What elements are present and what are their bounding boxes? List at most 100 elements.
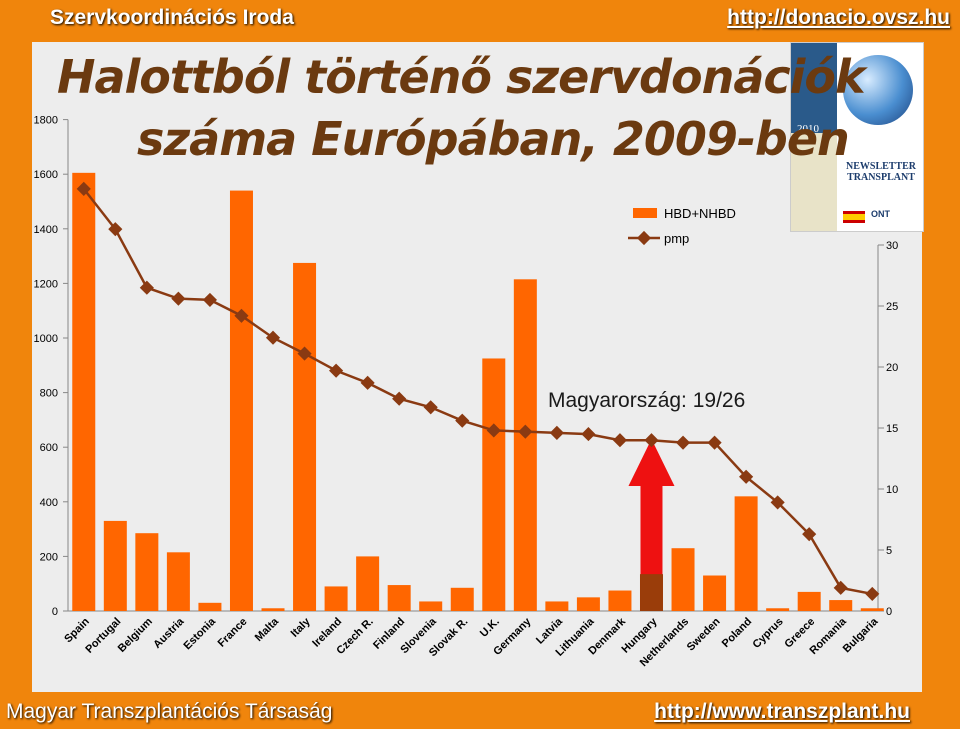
- y-left-tick-label: 0: [52, 606, 58, 618]
- pmp-point: [329, 363, 344, 378]
- page-title-line2: száma Európában, 2009-ben: [137, 112, 850, 166]
- y-right-tick-label: 25: [886, 301, 898, 313]
- pmp-point: [265, 330, 281, 345]
- legend-marker-pmp: [636, 230, 652, 246]
- bar-austria: [166, 552, 190, 611]
- bar-portugal: [103, 520, 127, 611]
- x-tick-label: Estonia: [181, 615, 218, 652]
- newsletter-title: NEWSLETTER TRANSPLANT: [845, 161, 917, 183]
- pmp-point: [549, 425, 564, 440]
- bar-italy: [293, 262, 317, 611]
- donacio-link[interactable]: http://donacio.ovsz.hu: [727, 6, 950, 29]
- x-tick-label: France: [216, 616, 250, 650]
- y-left-tick-label: 800: [40, 388, 58, 400]
- y-right-tick-label: 30: [886, 240, 898, 252]
- pmp-point: [139, 280, 154, 295]
- y-left-tick-label: 1400: [34, 224, 58, 236]
- bar-belgium: [135, 533, 159, 611]
- x-tick-label: Spain: [62, 615, 92, 645]
- bar-romania: [829, 600, 853, 611]
- bar-finland: [387, 585, 411, 611]
- pmp-point: [675, 435, 691, 450]
- y-right-tick-label: 0: [886, 606, 892, 618]
- pmp-point: [833, 580, 848, 595]
- bar-czech-r-: [356, 556, 380, 611]
- pmp-point: [171, 291, 186, 306]
- legend-label-bars: HBD+NHBD: [664, 206, 736, 221]
- top-bar: Szervkoordinációs Iroda http://donacio.o…: [0, 0, 960, 42]
- bar-cyprus: [766, 608, 790, 611]
- x-tick-label: U.K.: [478, 616, 502, 640]
- pmp-point: [423, 400, 438, 415]
- x-tick-label: Sweden: [685, 615, 723, 653]
- footer-org: Magyar Transzplantációs Társaság: [6, 700, 333, 723]
- newsletter-year: 2010: [797, 123, 819, 135]
- x-tick-label: Italy: [289, 615, 314, 640]
- bar-germany: [513, 279, 537, 611]
- pmp-point: [518, 424, 533, 439]
- legend-label-pmp: pmp: [664, 231, 689, 246]
- y-left-tick-label: 1600: [34, 169, 58, 181]
- bar-u-k-: [482, 358, 506, 611]
- y-left-tick-label: 600: [40, 442, 58, 454]
- bar-malta: [261, 608, 285, 611]
- pmp-point: [581, 427, 596, 442]
- bar-spain: [72, 172, 96, 611]
- bar-ireland: [324, 586, 348, 611]
- hungary-arrow-icon: [628, 439, 675, 611]
- pmp-point: [802, 527, 817, 542]
- y-left-tick-label: 400: [40, 497, 58, 509]
- pmp-point: [202, 292, 218, 307]
- globe-icon: [843, 55, 913, 125]
- x-tick-label: Malta: [253, 615, 282, 644]
- bar-france: [229, 190, 253, 611]
- y-right-tick-label: 5: [886, 545, 892, 557]
- bar-greece: [797, 591, 821, 611]
- hungary-annotation: Magyarország: 19/26: [548, 389, 745, 412]
- bar-denmark: [608, 590, 632, 611]
- x-tick-label: Belgium: [116, 615, 155, 654]
- bar-slovenia: [419, 601, 443, 611]
- y-left-tick-label: 1800: [34, 115, 58, 127]
- pmp-point: [865, 586, 880, 601]
- page-title-line1: Halottból történő szervdonációk: [57, 50, 866, 104]
- newsletter-cover-image: 2010 NEWSLETTER TRANSPLANT ONT: [790, 42, 924, 232]
- pmp-point: [644, 433, 659, 448]
- y-left-tick-label: 200: [40, 551, 58, 563]
- x-tick-label: Cyprus: [750, 616, 785, 651]
- y-left-tick-label: 1200: [34, 278, 58, 290]
- pmp-point: [486, 423, 501, 438]
- pmp-point: [739, 469, 754, 484]
- pmp-point: [234, 308, 249, 323]
- pmp-point: [455, 413, 470, 428]
- bar-bulgaria: [860, 608, 884, 611]
- legend-swatch-bars: [633, 208, 657, 218]
- org-name: Szervkoordinációs Iroda: [50, 6, 294, 29]
- pmp-line: [82, 188, 873, 596]
- chart-legend: HBD+NHBD pmp: [628, 206, 736, 246]
- bar-lithuania: [576, 597, 600, 611]
- bar-latvia: [545, 601, 569, 611]
- pmp-point: [297, 346, 312, 361]
- ont-logo: ONT: [871, 209, 890, 219]
- bar-sweden: [703, 575, 727, 611]
- pmp-point: [770, 495, 785, 510]
- y-right-tick-label: 20: [886, 362, 898, 374]
- bar-hungary-overlay: [640, 574, 663, 611]
- bar-netherlands: [671, 548, 695, 611]
- bar-poland: [734, 496, 758, 611]
- bar-slovak-r-: [450, 587, 474, 611]
- pmp-point: [707, 435, 722, 450]
- flag-icon: [843, 211, 865, 223]
- bottom-bar: [0, 692, 960, 729]
- pmp-point: [360, 375, 375, 390]
- y-right-tick-label: 10: [886, 484, 898, 496]
- bar-estonia: [198, 602, 222, 611]
- x-tick-label: Poland: [720, 616, 754, 650]
- x-tick-label: Austria: [151, 615, 187, 651]
- y-left-tick-label: 1000: [34, 333, 58, 345]
- pmp-point: [392, 391, 407, 406]
- y-right-tick-label: 15: [886, 423, 898, 435]
- transzplant-link[interactable]: http://www.transzplant.hu: [654, 700, 910, 723]
